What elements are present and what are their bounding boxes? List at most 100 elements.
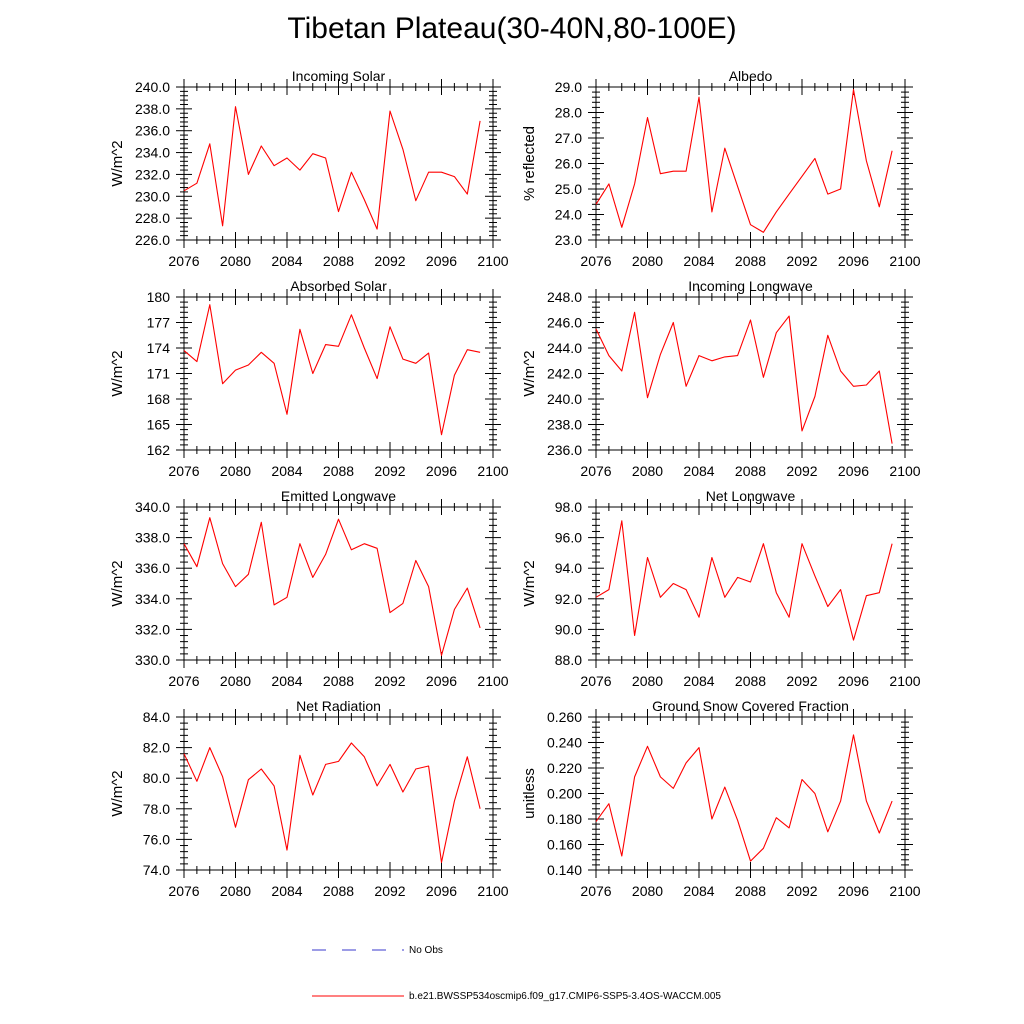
panel-8-xtick-label: 2100 (889, 883, 920, 899)
panel-4-ytick-label: 236.0 (547, 442, 582, 458)
panel-4-xtick-label: 2096 (838, 463, 869, 479)
panel-5-ytick-label: 334.0 (135, 591, 170, 607)
panel-2-xtick-label: 2076 (580, 253, 611, 269)
panel-8-ylabel: unitless (521, 768, 538, 819)
panel-5-chart: Emitted Longwave W/m^2 2076 2080 2084 2088 209… (109, 488, 509, 689)
panel-7-ytick-label: 78.0 (143, 801, 170, 817)
panel-2-series-line (595, 89, 893, 233)
panel-4-xtick-label: 2080 (632, 463, 663, 479)
panel-8-ytick-label: 0.180 (547, 811, 582, 827)
panel-4-title: Incoming Longwave (688, 278, 813, 294)
panel-6-xtick-label: 2092 (786, 673, 817, 689)
panel-1-xtick-label: 2096 (426, 253, 457, 269)
panel-3-plot-frame (183, 296, 494, 451)
panel-8-ytick-label: 0.160 (547, 837, 582, 853)
panel-6-plot-frame (595, 506, 906, 661)
panel-3-ylabel: W/m^2 (109, 350, 126, 396)
panel-6-ytick-label: 92.0 (555, 591, 582, 607)
panel-3-title: Absorbed Solar (290, 278, 387, 294)
panel-7-xtick-label: 2100 (477, 883, 508, 899)
panel-5-ytick-label: 332.0 (135, 621, 170, 637)
panel-6-series-line (595, 520, 893, 641)
panel-3-xtick-label: 2080 (220, 463, 251, 479)
panel-1-xtick-label: 2084 (271, 253, 302, 269)
panel-7-plot-frame (183, 716, 494, 871)
panel-1-chart: Incoming Solar W/m^2 2076 2080 2084 2088 2092 2… (109, 68, 509, 269)
panel-3-xtick-label: 2092 (374, 463, 405, 479)
panel-8-title: Ground Snow Covered Fraction (652, 698, 849, 714)
panel-5-xtick-label: 2092 (374, 673, 405, 689)
panel-6-ylabel: W/m^2 (521, 560, 538, 606)
panel-5-ytick-label: 338.0 (135, 530, 170, 546)
panel-1-xtick-label: 2100 (477, 253, 508, 269)
panel-1-ytick-label: 238.0 (135, 101, 170, 117)
panel-2-xtick-label: 2096 (838, 253, 869, 269)
panel-5-series-line (183, 517, 481, 656)
panel-3-ytick-label: 171 (147, 366, 171, 382)
panel-1-ytick-label: 226.0 (135, 232, 170, 248)
panel-1-xtick-label: 2076 (168, 253, 199, 269)
panel-4-xtick-label: 2084 (683, 463, 714, 479)
panel-2-ytick-label: 23.0 (555, 232, 582, 248)
panel-1-ytick-label: 236.0 (135, 123, 170, 139)
panel-7-xtick-label: 2080 (220, 883, 251, 899)
panel-2-ytick-label: 24.0 (555, 207, 582, 223)
panel-1-ytick-label: 234.0 (135, 145, 170, 161)
panel-7-xtick-label: 2096 (426, 883, 457, 899)
panel-2-ytick-label: 27.0 (555, 130, 582, 146)
panel-3-xtick-label: 2084 (271, 463, 302, 479)
panel-7-ytick-label: 74.0 (143, 862, 170, 878)
panel-8-xtick-label: 2088 (735, 883, 766, 899)
panel-4-ytick-label: 242.0 (547, 366, 582, 382)
panel-1-xtick-label: 2092 (374, 253, 405, 269)
panel-6-ytick-label: 90.0 (555, 621, 582, 637)
panel-7-ylabel: W/m^2 (109, 770, 126, 816)
panel-5-ytick-label: 340.0 (135, 499, 170, 515)
panel-2-ylabel: % reflected (521, 126, 538, 201)
panel-1-ytick-label: 240.0 (135, 79, 170, 95)
panel-4-ytick-label: 238.0 (547, 417, 582, 433)
panel-1-xtick-label: 2088 (323, 253, 354, 269)
panel-1-ylabel: W/m^2 (109, 140, 126, 186)
panel-5-xtick-label: 2096 (426, 673, 457, 689)
panel-1-ytick-label: 230.0 (135, 188, 170, 204)
panel-8-xtick-label: 2084 (683, 883, 714, 899)
panel-7-ytick-label: 80.0 (143, 770, 170, 786)
panel-5-xtick-label: 2088 (323, 673, 354, 689)
panel-8-ytick-label: 0.260 (547, 709, 582, 725)
panel-1-title: Incoming Solar (292, 68, 386, 84)
panel-3-xtick-label: 2100 (477, 463, 508, 479)
panel-3-series-line (183, 304, 481, 436)
panel-2-ytick-label: 28.0 (555, 105, 582, 121)
panel-6-xtick-label: 2088 (735, 673, 766, 689)
panel-4-xtick-label: 2092 (786, 463, 817, 479)
panel-3-xtick-label: 2096 (426, 463, 457, 479)
panel-8-ytick-label: 0.200 (547, 786, 582, 802)
panel-7-xtick-label: 2076 (168, 883, 199, 899)
panel-7-ytick-label: 76.0 (143, 831, 170, 847)
figure-title: Tibetan Plateau(30-40N,80-100E) (287, 12, 737, 45)
panel-6-ytick-label: 96.0 (555, 530, 582, 546)
panel-5-ytick-label: 330.0 (135, 652, 170, 668)
panel-3-ytick-label: 165 (147, 417, 171, 433)
panel-4-xtick-label: 2076 (580, 463, 611, 479)
panel-7-title: Net Radiation (296, 698, 381, 714)
panel-8-ytick-label: 0.220 (547, 760, 582, 776)
panel-8-xtick-label: 2092 (786, 883, 817, 899)
panel-1-xtick-label: 2080 (220, 253, 251, 269)
panel-8-ytick-label: 0.140 (547, 862, 582, 878)
panel-6-ytick-label: 94.0 (555, 560, 582, 576)
panel-2-xtick-label: 2084 (683, 253, 714, 269)
panel-2-xtick-label: 2080 (632, 253, 663, 269)
panel-7-chart: Net Radiation W/m^2 2076 2080 2084 2088 2092 20… (109, 698, 509, 899)
panel-8-xtick-label: 2076 (580, 883, 611, 899)
legend-model-label: b.e21.BWSSP534oscmip6.f09_g17.CMIP6-SSP5… (409, 991, 721, 1002)
panel-4-xtick-label: 2088 (735, 463, 766, 479)
panel-3-chart: Absorbed Solar W/m^2 2076 2080 2084 2088 2092 2… (109, 278, 509, 479)
panel-2-title: Albedo (729, 68, 773, 84)
panel-2-chart: Albedo % reflected 2076 2080 2084 2088 2092 209… (521, 68, 921, 269)
panel-6-ytick-label: 98.0 (555, 499, 582, 515)
panel-4-ytick-label: 248.0 (547, 289, 582, 305)
panel-4-xtick-label: 2100 (889, 463, 920, 479)
